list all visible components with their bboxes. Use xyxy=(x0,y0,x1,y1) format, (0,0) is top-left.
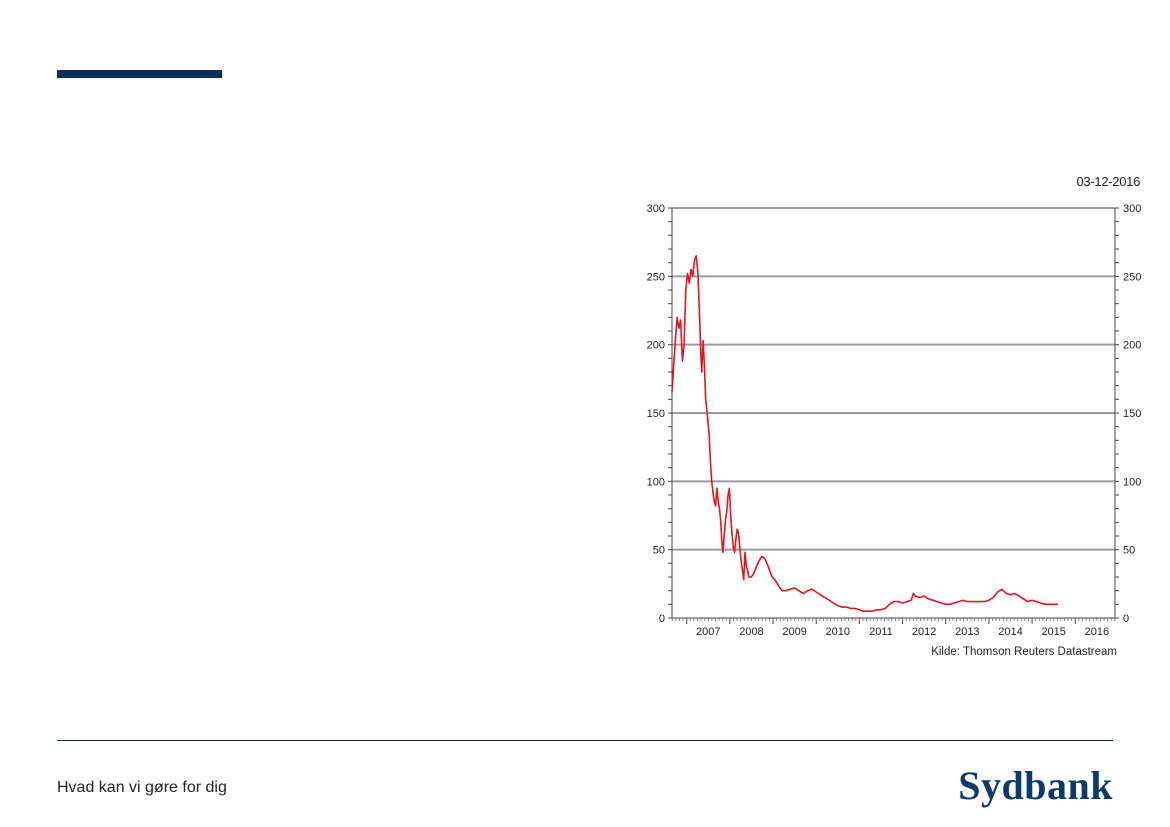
sydbank-logo: Sydbank xyxy=(958,763,1113,808)
y-tick-label-left: 250 xyxy=(647,271,665,283)
y-tick-label-right: 150 xyxy=(1123,408,1141,420)
y-tick-label-right: 300 xyxy=(1123,203,1141,215)
y-tick-label-left: 300 xyxy=(647,203,665,215)
chart-date: 03-12-2016 xyxy=(1076,174,1141,189)
y-tick-label-right: 200 xyxy=(1123,340,1141,352)
x-tick-label: 2013 xyxy=(955,626,979,638)
y-tick-label-right: 0 xyxy=(1123,613,1129,625)
footer-tagline: Hvad kan vi gøre for dig xyxy=(57,779,227,796)
y-tick-label-left: 0 xyxy=(659,613,665,625)
x-tick-label: 2016 xyxy=(1085,626,1109,638)
y-tick-label-right: 100 xyxy=(1123,476,1141,488)
x-tick-label: 2010 xyxy=(826,626,850,638)
x-tick-label: 2014 xyxy=(998,626,1022,638)
x-tick-label: 2007 xyxy=(696,626,720,638)
header-accent-bar xyxy=(57,70,222,78)
y-tick-label-right: 250 xyxy=(1123,271,1141,283)
chart-source: Kilde: Thomson Reuters Datastream xyxy=(931,646,1117,658)
y-tick-label-left: 100 xyxy=(647,476,665,488)
series-lines xyxy=(671,255,1058,612)
line-chart: 0 0 50 50 100 100 150 150 200 200 250 250 300 300 2007… xyxy=(647,203,1142,658)
series-line xyxy=(671,255,1058,612)
y-tick-label-left: 200 xyxy=(647,340,665,352)
grid-lines xyxy=(672,207,1115,551)
y-tick-label-left: 150 xyxy=(647,408,665,420)
footer-divider xyxy=(57,740,1113,741)
y-tick-label-right: 50 xyxy=(1123,545,1135,557)
x-tick-label: 2015 xyxy=(1041,626,1065,638)
axes xyxy=(668,207,1119,624)
x-tick-label: 2012 xyxy=(912,626,936,638)
tick-labels: 0 0 50 50 100 100 150 150 200 200 250 250 300 300 2007… xyxy=(647,203,1142,638)
x-tick-label: 2011 xyxy=(869,626,893,638)
y-tick-label-left: 50 xyxy=(653,545,665,557)
x-tick-label: 2009 xyxy=(782,626,806,638)
x-tick-label: 2008 xyxy=(739,626,763,638)
